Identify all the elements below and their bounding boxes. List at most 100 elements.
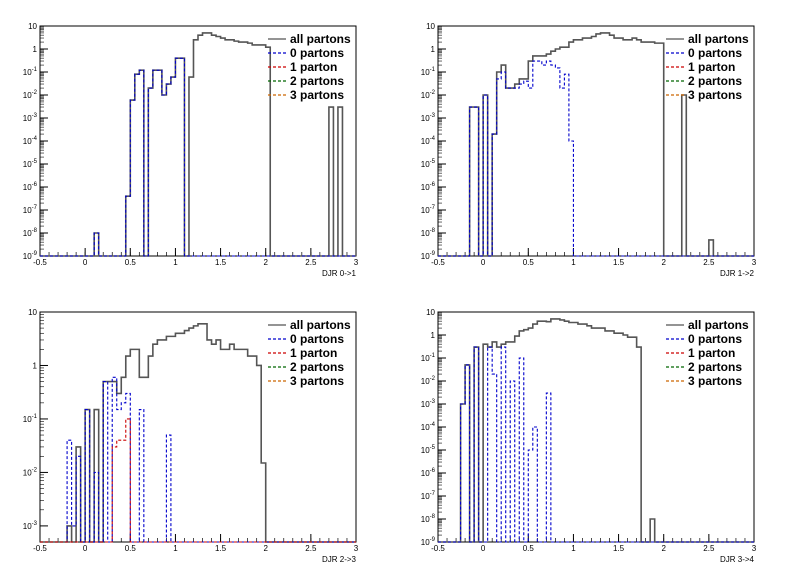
chart-panel-4: -0.5 0 0.5 1 1.5 2 2.5 3 10-9 10-8 10-7 10-6 10-5 10-… <box>421 308 757 564</box>
y-tick-label: 10-4 <box>23 136 38 146</box>
x-tick-label: 2 <box>661 258 666 267</box>
x-tick-label: 2.5 <box>305 544 317 553</box>
y-tick-label: 10-8 <box>421 514 436 524</box>
x-tick-label: 1.5 <box>215 544 227 553</box>
y-tick-label: 1 <box>33 361 38 370</box>
x-tick-label: -0.5 <box>33 544 47 553</box>
y-tick-label: 10-3 <box>421 113 436 123</box>
y-tick-label: 10-2 <box>23 467 38 477</box>
histogram-series-1 <box>40 376 356 543</box>
y-tick-label: 10-2 <box>421 90 436 100</box>
x-tick-label: 1 <box>571 258 576 267</box>
x-tick-label: 2 <box>263 258 268 267</box>
legend-label: 1 parton <box>688 60 735 74</box>
y-tick-label: 10-6 <box>421 182 436 192</box>
y-tick-label: 10 <box>28 22 37 31</box>
x-tick-label: 1 <box>571 544 576 553</box>
legend-label: 0 partons <box>290 332 344 346</box>
legend-label: 2 partons <box>290 360 344 374</box>
legend-label: 1 parton <box>688 346 735 360</box>
y-tick-label: 10-3 <box>23 521 38 531</box>
x-tick-label: -0.5 <box>431 544 445 553</box>
x-tick-label: 0 <box>83 544 88 553</box>
x-tick-label: 0 <box>481 544 486 553</box>
x-tick-label: 2.5 <box>703 258 715 267</box>
x-tick-label: 0 <box>83 258 88 267</box>
x-axis-label: DJR 2->3 <box>322 555 357 564</box>
legend-label: 1 parton <box>290 346 337 360</box>
legend-label: 0 partons <box>290 46 344 60</box>
legend-label: 1 parton <box>290 60 337 74</box>
y-tick-label: 10-5 <box>421 159 436 169</box>
y-tick-label: 10-1 <box>421 353 436 363</box>
y-tick-label: 10 <box>426 308 435 317</box>
x-tick-label: 1.5 <box>215 258 227 267</box>
y-tick-label: 10 <box>28 308 37 317</box>
legend-label: 2 partons <box>290 74 344 88</box>
x-tick-label: 1 <box>173 544 178 553</box>
histogram-series-1 <box>438 60 754 257</box>
chart-panel-2: -0.5 0 0.5 1 1.5 2 2.5 3 10-9 10-8 10-7 10-6 10-5 10-… <box>421 22 757 278</box>
x-tick-label: 0.5 <box>125 258 137 267</box>
y-tick-label: 10-9 <box>23 251 38 261</box>
x-tick-label: 1.5 <box>613 544 625 553</box>
y-tick-label: 10-8 <box>421 228 436 238</box>
legend-label: 3 partons <box>688 374 742 388</box>
legend-label: 0 partons <box>688 332 742 346</box>
y-tick-label: 10-3 <box>23 113 38 123</box>
x-tick-label: 3 <box>752 544 757 553</box>
histogram-series-1 <box>438 346 754 543</box>
legend-label: 0 partons <box>688 46 742 60</box>
x-tick-label: 2.5 <box>305 258 317 267</box>
x-tick-label: 0.5 <box>523 258 535 267</box>
x-tick-label: 1 <box>173 258 178 267</box>
legend-label: all partons <box>688 32 749 46</box>
x-tick-label: 1.5 <box>613 258 625 267</box>
y-tick-label: 10-4 <box>421 136 436 146</box>
y-tick-label: 10-9 <box>421 537 436 547</box>
y-tick-label: 1 <box>431 331 436 340</box>
legend-label: all partons <box>290 318 351 332</box>
y-tick-label: 10-5 <box>23 159 38 169</box>
histogram-series-1 <box>40 57 356 257</box>
x-tick-label: 3 <box>354 544 359 553</box>
y-tick-label: 10-6 <box>421 468 436 478</box>
legend-label: 2 partons <box>688 74 742 88</box>
y-tick-label: 10-1 <box>23 67 38 77</box>
x-tick-label: 0.5 <box>125 544 137 553</box>
histogram-series-2 <box>40 418 356 543</box>
legend-label: 3 partons <box>688 88 742 102</box>
y-tick-label: 10-7 <box>421 205 436 215</box>
x-tick-label: 0.5 <box>523 544 535 553</box>
x-tick-label: 2 <box>661 544 666 553</box>
y-tick-label: 10-9 <box>421 251 436 261</box>
y-tick-label: 10-3 <box>421 399 436 409</box>
legend-label: all partons <box>290 32 351 46</box>
y-tick-label: 1 <box>33 45 38 54</box>
y-tick-label: 10-2 <box>421 376 436 386</box>
y-tick-label: 10-4 <box>421 422 436 432</box>
x-tick-label: 0 <box>481 258 486 267</box>
x-tick-label: 2 <box>263 544 268 553</box>
x-axis-label: DJR 1->2 <box>720 269 755 278</box>
y-tick-label: 10-7 <box>23 205 38 215</box>
y-tick-label: 1 <box>431 45 436 54</box>
x-tick-label: -0.5 <box>33 258 47 267</box>
y-tick-label: 10 <box>426 22 435 31</box>
y-tick-label: 10-7 <box>421 491 436 501</box>
x-axis-label: DJR 3->4 <box>720 555 755 564</box>
legend-label: 2 partons <box>688 360 742 374</box>
legend-label: 3 partons <box>290 374 344 388</box>
y-tick-label: 10-8 <box>23 228 38 238</box>
legend-label: all partons <box>688 318 749 332</box>
legend-label: 3 partons <box>290 88 344 102</box>
y-tick-label: 10-2 <box>23 90 38 100</box>
y-tick-label: 10-1 <box>421 67 436 77</box>
x-tick-label: 3 <box>354 258 359 267</box>
chart-panel-1: -0.5 0 0.5 1 1.5 2 2.5 3 10-9 10-8 10-7 10-6 10-5 10-… <box>23 22 359 278</box>
x-tick-label: 3 <box>752 258 757 267</box>
y-tick-label: 10-1 <box>23 414 38 424</box>
x-tick-label: 2.5 <box>703 544 715 553</box>
